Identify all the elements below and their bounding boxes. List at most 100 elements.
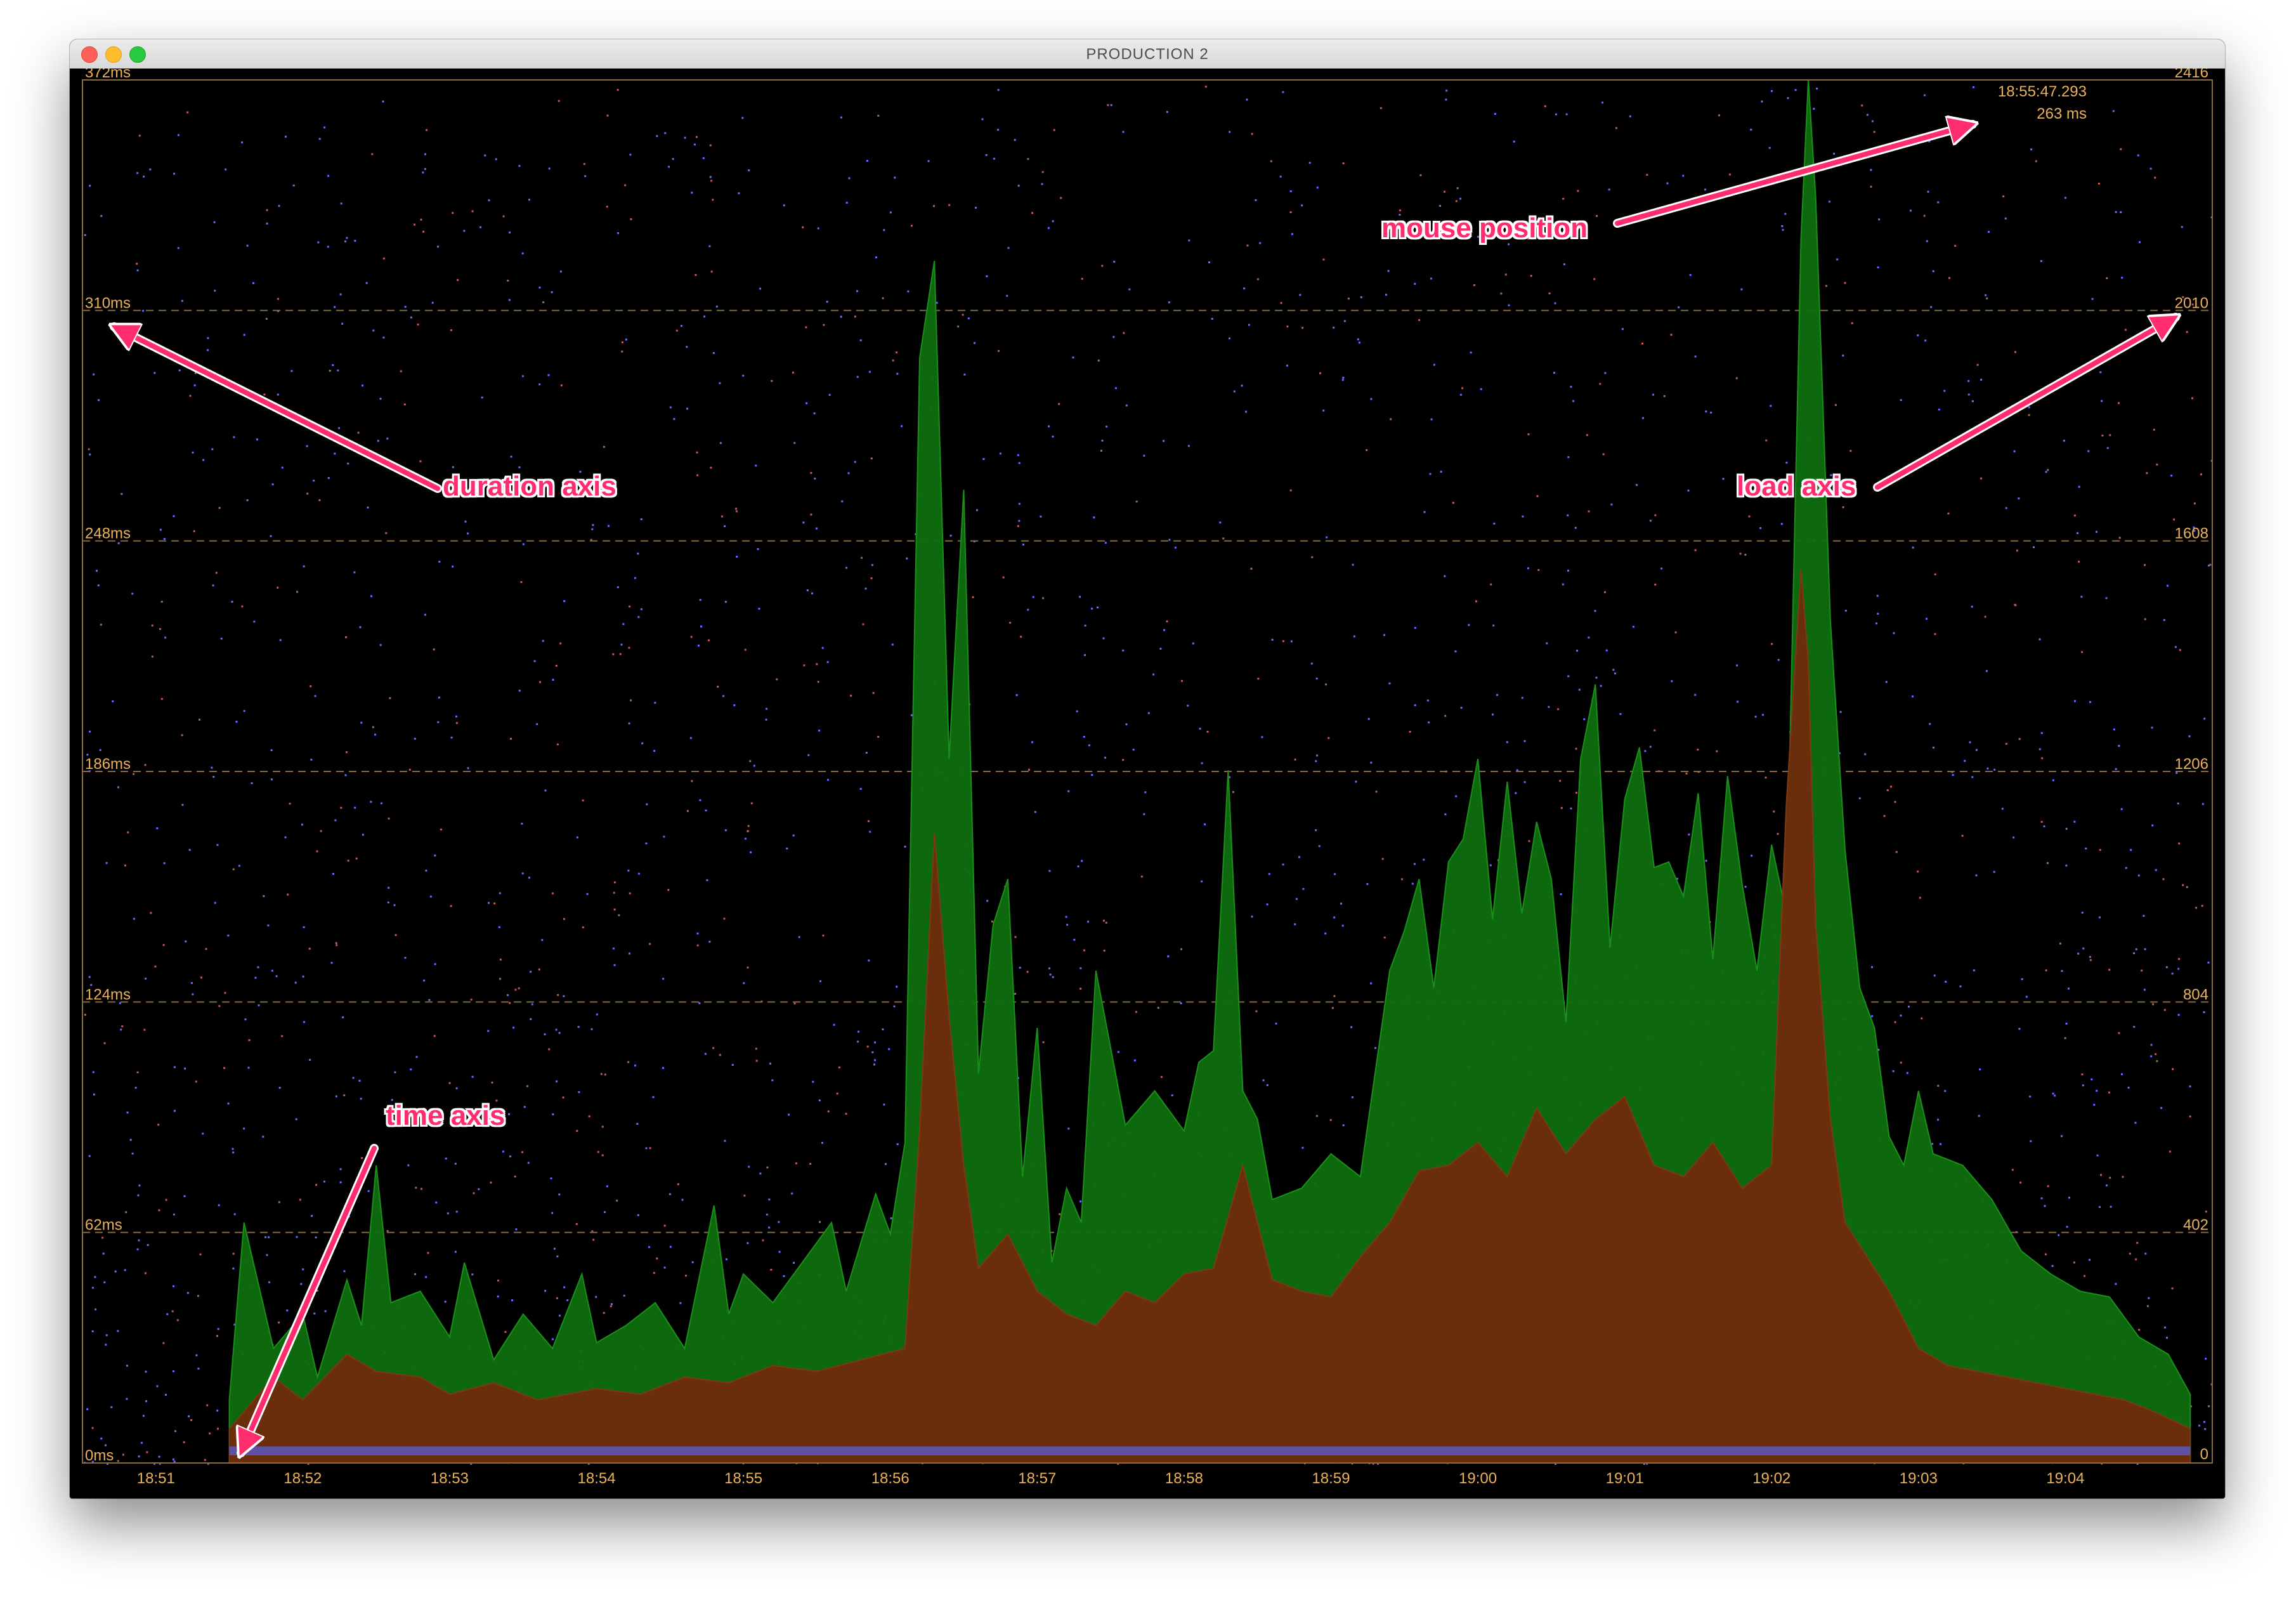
request-dot (1444, 813, 1446, 815)
request-dot (860, 788, 862, 790)
request-dot (386, 438, 388, 440)
request-dot (1414, 627, 1416, 629)
title-bar[interactable]: PRODUCTION 2 (70, 39, 2225, 69)
time-axis-tick: 18:55 (724, 1470, 762, 1487)
request-dot (1027, 971, 1029, 973)
load-duration-chart[interactable]: 0ms62ms124ms186ms248ms310ms372ms04028041… (70, 69, 2225, 1498)
request-dot (112, 700, 114, 702)
request-dot (1948, 277, 1950, 279)
request-dot (716, 306, 718, 308)
request-dot (1494, 113, 1496, 115)
request-dot (1027, 609, 1029, 611)
request-dot (319, 138, 321, 140)
request-dot (368, 1190, 370, 1192)
request-dot (818, 681, 819, 683)
request-dot (1595, 610, 1596, 612)
request-dot (2133, 1026, 2135, 1028)
request-dot (2205, 1210, 2207, 1212)
request-dot (592, 524, 594, 526)
request-dot (1135, 1011, 1137, 1013)
request-dot (1924, 95, 1926, 96)
request-dot (1576, 650, 1578, 652)
request-dot (1816, 88, 1818, 89)
request-dot (1900, 1014, 1902, 1016)
request-dot (2012, 837, 2014, 839)
request-dot (1180, 948, 1182, 950)
request-dot (1890, 785, 1892, 787)
request-dot (713, 352, 715, 354)
request-dot (271, 970, 273, 972)
request-dot (1445, 89, 1447, 91)
request-dot (807, 754, 809, 756)
request-dot (1527, 567, 1529, 569)
request-dot (1886, 681, 1888, 683)
request-dot (327, 246, 329, 247)
request-dot (1409, 731, 1411, 733)
request-dot (1895, 801, 1896, 803)
request-dot (1444, 575, 1445, 577)
request-dot (143, 1415, 145, 1417)
request-dot (2144, 619, 2146, 620)
request-dot (410, 317, 412, 318)
request-dot (1017, 454, 1019, 456)
request-dot (748, 1166, 750, 1168)
request-dot (710, 467, 712, 469)
request-dot (173, 173, 175, 174)
request-dot (1333, 327, 1334, 329)
request-dot (2044, 1205, 2046, 1207)
request-dot (1073, 939, 1075, 941)
request-dot (1896, 851, 1898, 853)
duration-axis-tick: 62ms (85, 1217, 122, 1234)
request-dot (552, 1338, 554, 1340)
request-dot (1967, 380, 1969, 382)
request-dot (771, 1079, 773, 1081)
request-dot (315, 1184, 317, 1186)
request-dot (1761, 101, 1763, 103)
request-dot (125, 1211, 127, 1213)
request-dot (638, 873, 640, 875)
request-dot (1102, 440, 1104, 442)
request-dot (1134, 1059, 1136, 1061)
request-dot (1311, 556, 1313, 558)
request-dot (883, 229, 885, 231)
request-dot (617, 586, 619, 588)
request-dot (612, 653, 614, 655)
request-dot (1457, 187, 1459, 189)
request-dot (2109, 1177, 2111, 1179)
request-dot (1604, 591, 1606, 593)
request-dot (1745, 886, 1747, 888)
request-dot (173, 1285, 174, 1287)
request-dot (212, 584, 214, 586)
request-dot (1348, 298, 1350, 299)
request-dot (1723, 478, 1725, 480)
request-dot (617, 89, 619, 91)
request-dot (558, 100, 560, 102)
request-dot (1152, 674, 1154, 676)
request-dot (976, 509, 978, 511)
request-dot (258, 1004, 260, 1006)
request-dot (2045, 1254, 2047, 1256)
request-dot (1781, 523, 1783, 525)
request-dot (145, 1272, 147, 1274)
request-dot (1895, 1021, 1896, 1023)
request-dot (1167, 955, 1169, 957)
request-dot (2100, 1174, 2102, 1176)
request-dot (323, 126, 325, 128)
request-dot (873, 692, 875, 694)
request-dot (1614, 672, 1616, 674)
request-dot (216, 572, 218, 574)
request-dot (1204, 823, 1206, 825)
request-dot (488, 902, 490, 904)
request-dot (223, 1067, 225, 1069)
request-dot (1675, 631, 1677, 633)
request-dot (846, 202, 848, 204)
request-dot (245, 1018, 247, 1020)
request-dot (1872, 121, 1874, 122)
request-dot (578, 1091, 580, 1093)
request-dot (840, 117, 842, 119)
request-dot (1257, 279, 1259, 280)
request-dot (189, 395, 191, 397)
request-dot (212, 776, 214, 778)
request-dot (1081, 278, 1083, 280)
request-dot (2189, 735, 2191, 737)
